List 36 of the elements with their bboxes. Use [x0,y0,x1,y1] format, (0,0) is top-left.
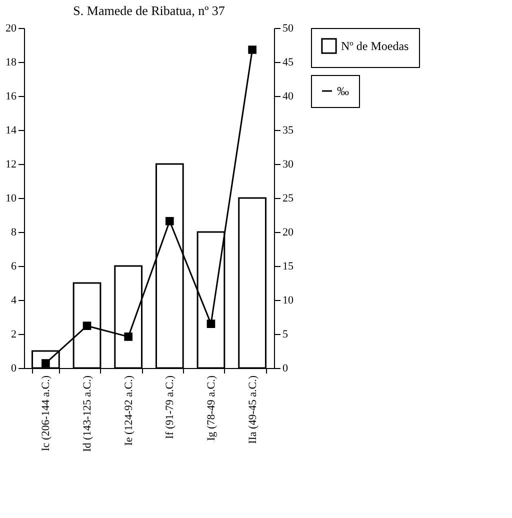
y-tick-label: 16 [6,90,17,102]
y-tick-label: 0 [11,362,17,374]
y2-tick-label: 25 [282,192,294,204]
y2-tick-label: 40 [282,90,294,102]
x-tick-label: If (91-79 a.C.) [164,375,176,440]
y2-tick-label: 0 [282,362,288,374]
y2-tick-label: 45 [282,56,294,68]
y2-tick-label: 30 [282,158,294,170]
point [124,332,132,341]
x-tick-label: Ie (124-92 a.C.) [122,375,135,446]
legend-label: Nº de Moedas [341,39,410,53]
y-tick-label: 4 [11,294,17,306]
y-tick-label: 20 [6,22,17,34]
x-tick-label: Id (143-125 a.C.) [82,375,94,452]
y-tick-label: 14 [6,124,17,136]
x-tick-label: IIa (49-45 a.C.) [246,375,259,444]
legend-label: ‰ [337,84,349,98]
y-tick-label: 18 [6,56,17,68]
y2-tick-label: 50 [282,22,294,34]
y2-tick-label: 15 [282,260,294,272]
point [206,320,216,328]
point [82,322,92,330]
y2-tick-label: 10 [282,294,294,306]
point [248,46,256,54]
y2-tick-label: 20 [282,226,294,238]
y-tick-label: 10 [6,192,17,204]
x-tick-label: Ic (206-144 a.C.) [40,375,52,452]
y-tick-label: 8 [11,226,17,238]
y2-tick-label: 5 [282,328,288,340]
y-tick-label: 12 [6,158,16,170]
y-tick-label: 2 [11,328,16,340]
point [166,216,174,226]
x-tick-label: Ig (78-49 a.C.) [205,375,218,441]
y2-tick-label: 35 [282,124,294,136]
chart-title: S. Mamede de Ribatua, nº 37 [73,3,226,18]
y-tick-label: 6 [11,260,17,272]
